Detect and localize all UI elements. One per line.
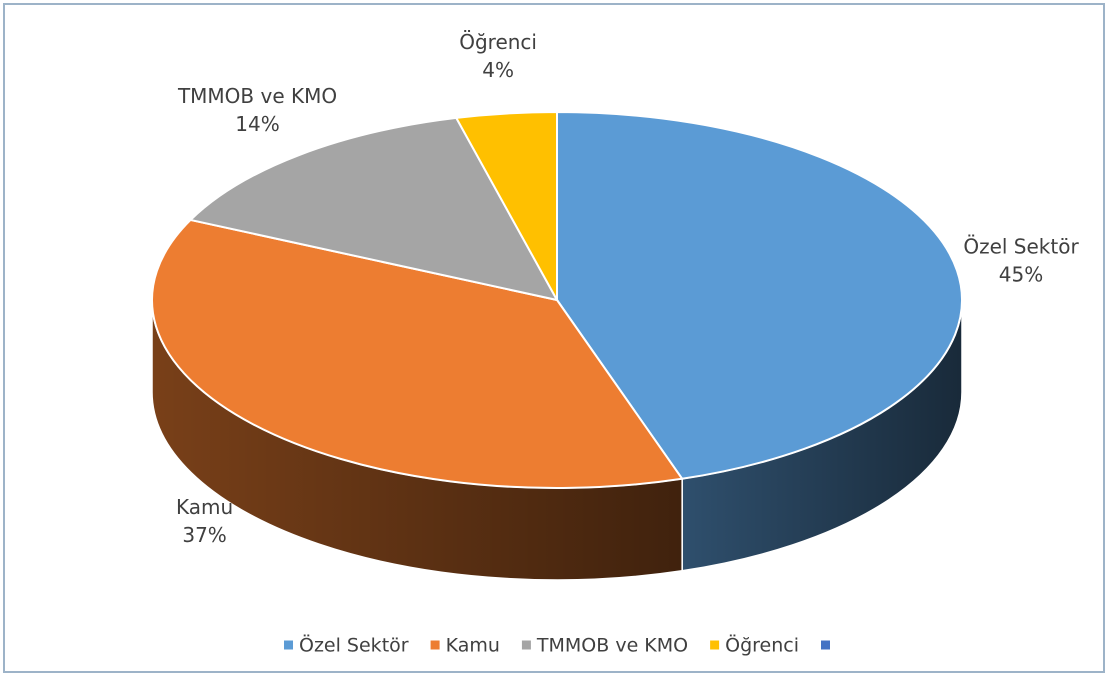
legend-swatch: [710, 640, 720, 650]
legend-label: Özel Sektör: [299, 634, 409, 657]
data-label-name: Öğrenci: [459, 30, 537, 54]
data-label-name: TMMOB ve KMO: [177, 84, 337, 108]
pie-slice: [188, 116, 559, 302]
pie-slice: [556, 110, 963, 480]
data-label: 45%: [999, 262, 1043, 286]
data-label: 4%: [482, 58, 514, 82]
legend-label: Kamu: [446, 635, 500, 657]
data-label: 14%: [235, 112, 279, 136]
legend-swatch: [521, 640, 531, 650]
data-label-name: Özel Sektör: [963, 234, 1079, 258]
data-label-name: Kamu: [176, 495, 233, 519]
pie-slice: [151, 218, 684, 489]
legend-swatch: [284, 640, 294, 650]
data-label: 37%: [182, 523, 226, 547]
legend-label: Öğrenci: [725, 634, 799, 657]
legend-swatch: [820, 640, 830, 650]
pie-slice: [454, 110, 558, 301]
legend-swatch: [430, 640, 440, 650]
legend-label: TMMOB ve KMO: [536, 635, 688, 657]
